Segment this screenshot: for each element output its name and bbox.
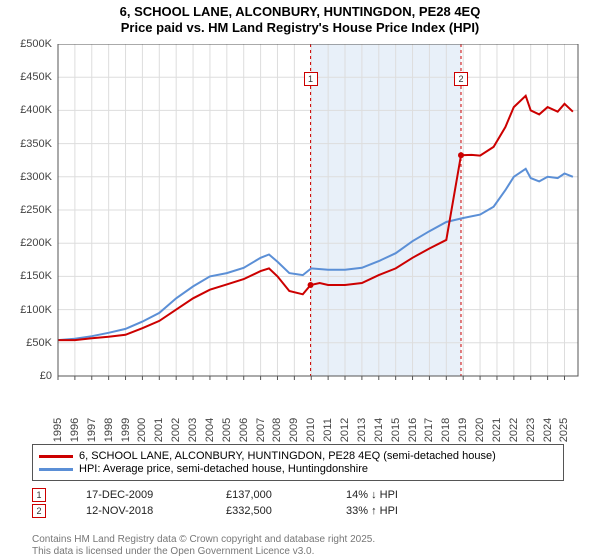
credit-text: Contains HM Land Registry data © Crown c… (32, 534, 375, 558)
x-tick-label: 2015 (390, 418, 402, 442)
event-marker-chip: 2 (454, 72, 468, 86)
x-tick-label: 2023 (525, 418, 537, 442)
event-table-row: 2 12-NOV-2018 £332,500 33% ↑ HPI (32, 504, 436, 518)
event-table-chip: 2 (32, 504, 46, 518)
x-tick-label: 2001 (153, 418, 165, 442)
x-tick-label: 2005 (221, 418, 233, 442)
event-delta: 33% ↑ HPI (346, 505, 436, 517)
event-table-chip: 1 (32, 488, 46, 502)
y-tick-label: £200K (8, 237, 52, 249)
y-tick-label: £50K (8, 337, 52, 349)
x-tick-label: 2010 (305, 418, 317, 442)
x-tick-label: 2017 (423, 418, 435, 442)
x-tick-label: 1995 (52, 418, 64, 442)
x-tick-label: 2022 (508, 418, 520, 442)
credit-line-2: This data is licensed under the Open Gov… (32, 546, 375, 558)
chart-title-block: 6, SCHOOL LANE, ALCONBURY, HUNTINGDON, P… (0, 0, 600, 37)
event-table: 1 17-DEC-2009 £137,000 14% ↓ HPI 2 12-NOV-201… (32, 486, 436, 520)
y-tick-label: £300K (8, 171, 52, 183)
event-marker-chip: 1 (304, 72, 318, 86)
x-tick-label: 2020 (474, 418, 486, 442)
x-tick-label: 2024 (542, 418, 554, 442)
y-tick-label: £400K (8, 104, 52, 116)
event-date: 17-DEC-2009 (86, 489, 186, 501)
x-tick-label: 1996 (69, 418, 81, 442)
x-tick-label: 2016 (407, 418, 419, 442)
x-tick-label: 2009 (288, 418, 300, 442)
y-tick-label: £500K (8, 38, 52, 50)
x-tick-label: 2021 (491, 418, 503, 442)
legend-label: 6, SCHOOL LANE, ALCONBURY, HUNTINGDON, P… (79, 450, 496, 462)
x-tick-label: 2003 (187, 418, 199, 442)
x-tick-label: 1998 (103, 418, 115, 442)
x-tick-label: 2018 (440, 418, 452, 442)
event-date: 12-NOV-2018 (86, 505, 186, 517)
event-price: £137,000 (226, 489, 306, 501)
chart-svg (14, 44, 584, 384)
x-tick-label: 1999 (120, 418, 132, 442)
y-tick-label: £350K (8, 138, 52, 150)
x-tick-label: 2002 (170, 418, 182, 442)
y-tick-label: £150K (8, 270, 52, 282)
legend-label: HPI: Average price, semi-detached house,… (79, 463, 368, 475)
legend-swatch (39, 455, 73, 458)
event-delta: 14% ↓ HPI (346, 489, 436, 501)
x-tick-label: 2000 (136, 418, 148, 442)
x-tick-label: 2008 (271, 418, 283, 442)
x-tick-label: 2013 (356, 418, 368, 442)
y-tick-label: £100K (8, 304, 52, 316)
legend-row: 6, SCHOOL LANE, ALCONBURY, HUNTINGDON, P… (39, 450, 557, 462)
legend-row: HPI: Average price, semi-detached house,… (39, 463, 557, 475)
legend-swatch (39, 468, 73, 471)
x-tick-label: 2006 (238, 418, 250, 442)
x-tick-label: 2007 (255, 418, 267, 442)
legend: 6, SCHOOL LANE, ALCONBURY, HUNTINGDON, P… (32, 444, 564, 481)
x-tick-label: 2012 (339, 418, 351, 442)
title-line-2: Price paid vs. HM Land Registry's House … (0, 20, 600, 36)
x-tick-label: 2011 (322, 418, 334, 442)
chart-area: £0£50K£100K£150K£200K£250K£300K£350K£400… (14, 44, 584, 406)
y-tick-label: £250K (8, 204, 52, 216)
event-table-row: 1 17-DEC-2009 £137,000 14% ↓ HPI (32, 488, 436, 502)
event-price: £332,500 (226, 505, 306, 517)
x-tick-label: 1997 (86, 418, 98, 442)
x-tick-label: 2025 (558, 418, 570, 442)
x-tick-label: 2004 (204, 418, 216, 442)
x-tick-label: 2014 (373, 418, 385, 442)
y-tick-label: £0 (8, 370, 52, 382)
credit-line-1: Contains HM Land Registry data © Crown c… (32, 534, 375, 546)
y-tick-label: £450K (8, 71, 52, 83)
title-line-1: 6, SCHOOL LANE, ALCONBURY, HUNTINGDON, P… (0, 4, 600, 20)
x-tick-label: 2019 (457, 418, 469, 442)
